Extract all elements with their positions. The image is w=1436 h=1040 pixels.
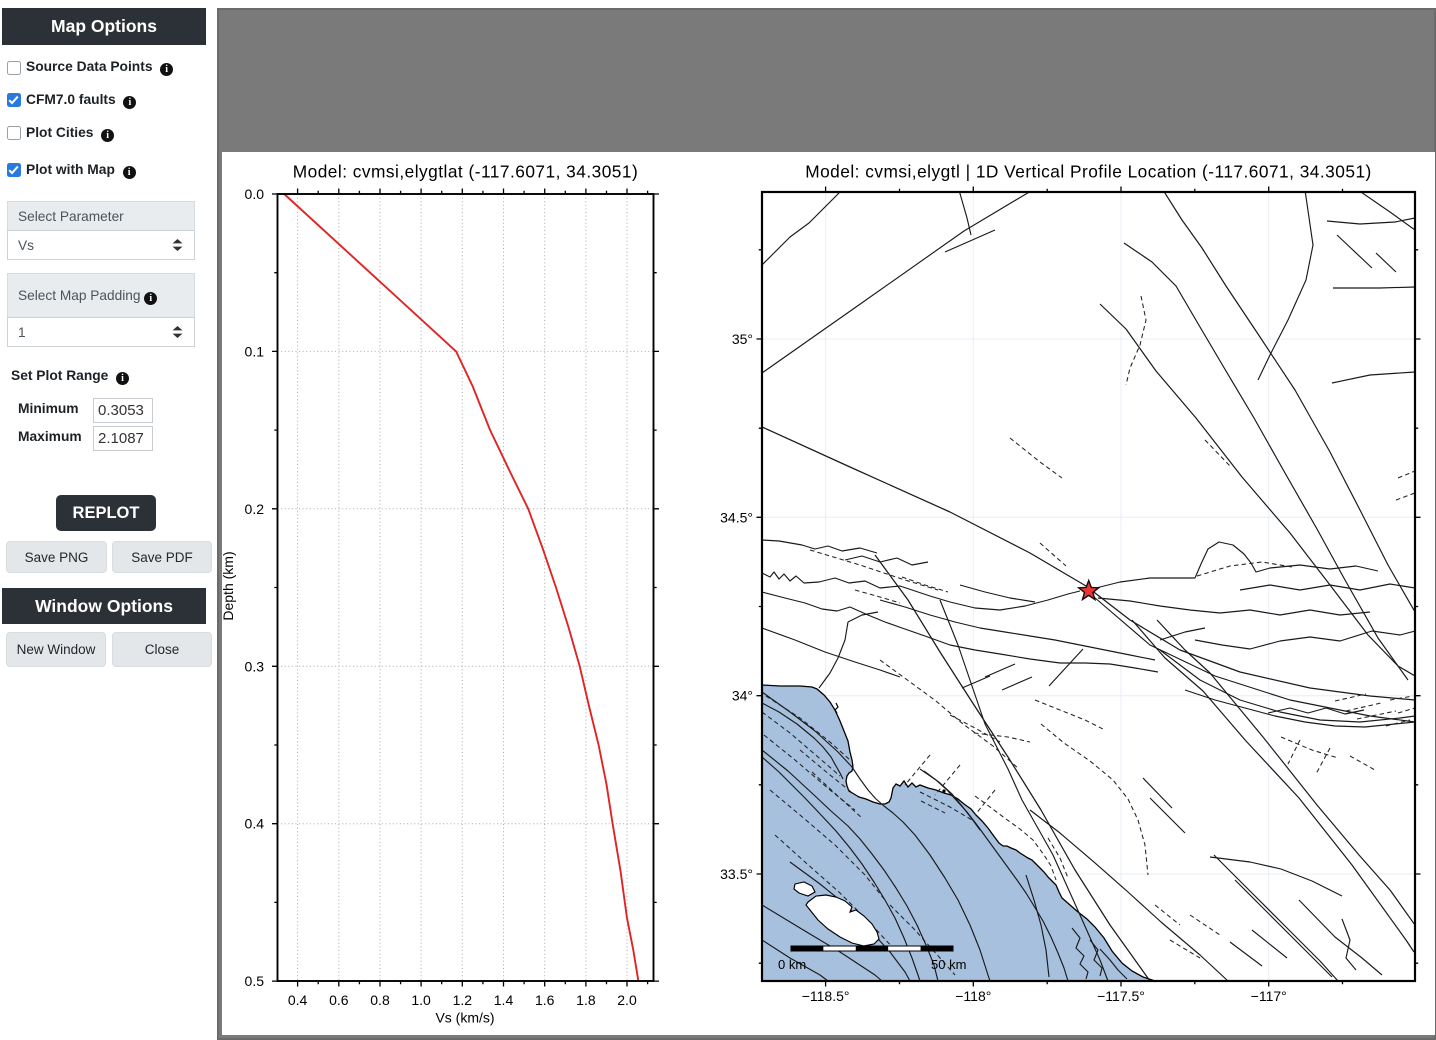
svg-text:50 km: 50 km <box>931 957 966 972</box>
svg-text:0.8: 0.8 <box>370 992 390 1008</box>
svg-text:0 km: 0 km <box>778 957 806 972</box>
svg-text:1.2: 1.2 <box>453 992 473 1008</box>
svg-text:35°: 35° <box>732 331 753 347</box>
svg-text:0.1: 0.1 <box>245 343 265 359</box>
svg-text:Depth (km): Depth (km) <box>222 551 236 620</box>
svg-text:−117.5°: −117.5° <box>1097 988 1145 1004</box>
svg-text:−117°: −117° <box>1251 988 1287 1004</box>
svg-text:34°: 34° <box>732 688 753 704</box>
svg-text:0.4: 0.4 <box>245 816 265 832</box>
svg-text:1.4: 1.4 <box>494 992 514 1008</box>
svg-text:0.6: 0.6 <box>329 992 349 1008</box>
svg-text:Model: cvmsi,elygtlat (-117.60: Model: cvmsi,elygtlat (-117.6071, 34.305… <box>293 162 638 182</box>
svg-text:Vs (km/s): Vs (km/s) <box>435 1010 494 1026</box>
svg-text:1.0: 1.0 <box>411 992 431 1008</box>
svg-text:0.0: 0.0 <box>245 186 265 202</box>
svg-text:1.6: 1.6 <box>535 992 555 1008</box>
svg-text:1.8: 1.8 <box>576 992 596 1008</box>
svg-text:0.4: 0.4 <box>288 992 308 1008</box>
svg-text:0.3: 0.3 <box>245 658 265 674</box>
svg-text:−118.5°: −118.5° <box>802 988 850 1004</box>
svg-text:−118°: −118° <box>955 988 991 1004</box>
svg-text:2.0: 2.0 <box>617 992 637 1008</box>
svg-text:33.5°: 33.5° <box>720 866 753 882</box>
svg-text:0.2: 0.2 <box>245 501 265 517</box>
svg-text:Model: cvmsi,elygtl | 1D Verti: Model: cvmsi,elygtl | 1D Vertical Profil… <box>805 162 1372 182</box>
svg-text:34.5°: 34.5° <box>720 509 753 525</box>
svg-text:0.5: 0.5 <box>245 973 265 989</box>
